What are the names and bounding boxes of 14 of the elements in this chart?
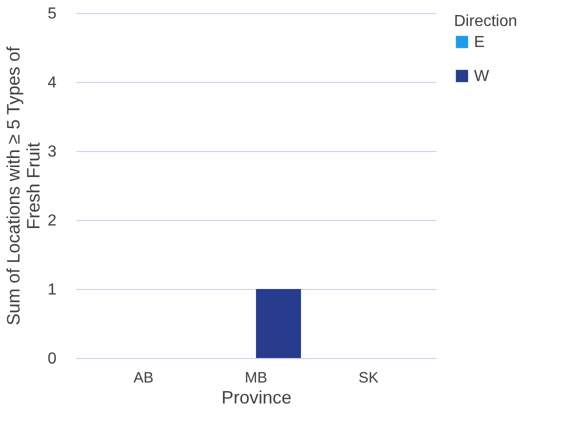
y-tick-label: 0 — [48, 350, 57, 368]
x-tick-label: MB — [244, 370, 268, 386]
y-tick-label: 3 — [48, 144, 57, 160]
y-axis-title: Sum of Locations with ≥ 5 Types of Fresh Fruit — [4, 46, 44, 326]
x-axis-title: Province — [221, 388, 292, 408]
y-tick-label: 2 — [48, 212, 57, 230]
x-tick-label: AB — [133, 370, 154, 386]
x-tick-label: SK — [358, 370, 379, 386]
y-tick-label: 5 — [48, 6, 57, 22]
legend-label: E — [474, 34, 485, 51]
y-tick-label: 4 — [48, 74, 57, 92]
y-tick-label: 1 — [48, 282, 57, 298]
legend-title: Direction — [454, 13, 518, 30]
legend-label: W — [474, 68, 490, 85]
